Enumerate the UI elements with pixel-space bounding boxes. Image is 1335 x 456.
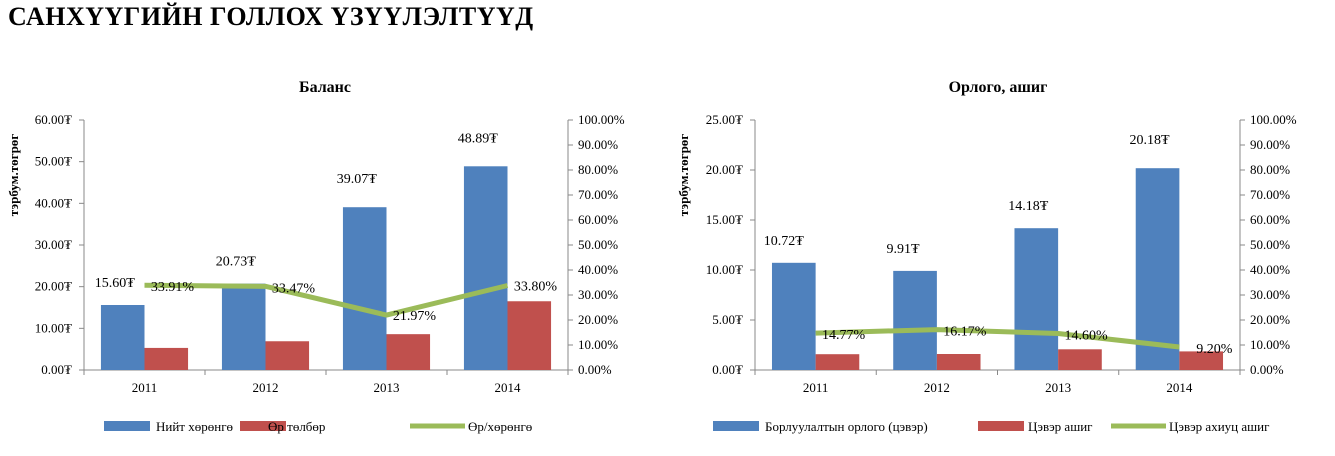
c1-legend-swatch bbox=[713, 421, 759, 431]
c1-y2-tick-label: 0.00% bbox=[1250, 362, 1284, 377]
c0-line-data-label: 33.47% bbox=[272, 281, 316, 296]
c0-y-tick-label: 50.00₮ bbox=[35, 154, 72, 169]
c1-y-tick-label: 25.00₮ bbox=[706, 112, 743, 127]
c1-y-tick-label: 5.00₮ bbox=[712, 312, 743, 327]
c1-y-tick-label: 0.00₮ bbox=[712, 362, 743, 377]
c1-y2-tick-label: 100.00% bbox=[1250, 112, 1297, 127]
c0-line-data-label: 33.80% bbox=[514, 280, 558, 295]
c1-y2-tick-label: 80.00% bbox=[1250, 162, 1290, 177]
c0-y2-tick-label: 70.00% bbox=[578, 187, 618, 202]
c1-bar-data-label: 9.91₮ bbox=[887, 242, 921, 257]
c1-x-tick-label: 2011 bbox=[803, 380, 829, 395]
c0-bar-secondary bbox=[265, 341, 310, 370]
c1-line-data-label: 16.17% bbox=[943, 325, 987, 340]
c1-y2-tick-label: 20.00% bbox=[1250, 312, 1290, 327]
c0-y2-tick-label: 20.00% bbox=[578, 312, 618, 327]
c0-legend-label: Өр/хөрөнгө bbox=[468, 419, 532, 434]
c0-bar-data-label: 48.89₮ bbox=[458, 131, 499, 146]
c0-bar-data-label: 20.73₮ bbox=[216, 255, 257, 270]
c0-x-tick-label: 2014 bbox=[495, 380, 522, 395]
c0-x-tick-label: 2013 bbox=[374, 380, 400, 395]
c1-y2-tick-label: 70.00% bbox=[1250, 187, 1290, 202]
c1-line-data-label: 14.77% bbox=[822, 328, 866, 343]
c0-y2-tick-label: 100.00% bbox=[578, 112, 625, 127]
c0-bar-primary bbox=[342, 207, 387, 370]
c1-legend-label: Цэвэр ахиуц ашиг bbox=[1169, 419, 1269, 434]
c0-bar-data-label: 39.07₮ bbox=[337, 172, 378, 187]
c1-y2-tick-label: 30.00% bbox=[1250, 287, 1290, 302]
c0-line-series bbox=[144, 282, 509, 318]
c0-bar-primary bbox=[100, 305, 145, 370]
c1-y2-tick-label: 60.00% bbox=[1250, 212, 1290, 227]
c0-y2-tick-label: 50.00% bbox=[578, 237, 618, 252]
c0-x-tick-label: 2011 bbox=[132, 380, 158, 395]
c1-legend-label: Цэвэр ашиг bbox=[1028, 419, 1093, 434]
income-profit-chart: Орлого, ашиг тэрбум.төгрөг 0.00₮ 5.00₮ 10.00… bbox=[676, 79, 1297, 434]
c1-x-tick-label: 2012 bbox=[924, 380, 950, 395]
c1-y2-tick-label: 10.00% bbox=[1250, 337, 1290, 352]
c1-bar-data-label: 20.18₮ bbox=[1130, 133, 1171, 148]
c0-bar-primary bbox=[463, 166, 508, 370]
c0-y2-tick-label: 90.00% bbox=[578, 137, 618, 152]
c1-bar-primary bbox=[1135, 168, 1180, 370]
c1-bar-primary bbox=[1014, 228, 1059, 370]
c1-bar-primary bbox=[893, 270, 937, 370]
c0-y2-tick-label: 60.00% bbox=[578, 212, 618, 227]
c1-legend-label: Борлуулалтын орлого (цэвэр) bbox=[765, 419, 928, 434]
c0-y-tick-label: 10.00₮ bbox=[35, 320, 72, 335]
c0-bar-data-label: 15.60₮ bbox=[95, 276, 136, 291]
c0-legend-swatch bbox=[104, 421, 150, 431]
c1-y-tick-label: 20.00₮ bbox=[706, 162, 743, 177]
c0-y2-tick-label: 40.00% bbox=[578, 262, 618, 277]
page-title: САНХҮҮГИЙН ГОЛЛОХ ҮЗҮҮЛЭЛТҮҮД bbox=[8, 2, 534, 31]
c0-y-tick-label: 60.00₮ bbox=[35, 112, 72, 127]
c0-line-data-label: 21.97% bbox=[393, 309, 437, 324]
c1-y2-tick-label: 90.00% bbox=[1250, 137, 1290, 152]
c0-x-tick-label: 2012 bbox=[253, 380, 279, 395]
c1-y-axis-label: тэрбум.төгрөг bbox=[676, 134, 691, 217]
c0-y2-tick-label: 80.00% bbox=[578, 162, 618, 177]
c0-title: Баланс bbox=[299, 79, 351, 96]
c1-title: Орлого, ашиг bbox=[949, 79, 1048, 96]
c0-y2-tick-label: 10.00% bbox=[578, 337, 618, 352]
c1-x-tick-label: 2014 bbox=[1166, 380, 1193, 395]
c0-y-tick-label: 0.00₮ bbox=[41, 362, 72, 377]
c1-y-tick-label: 10.00₮ bbox=[706, 262, 743, 277]
c1-bar-secondary bbox=[936, 354, 981, 370]
c1-line-series bbox=[815, 327, 1180, 350]
c0-y-tick-label: 40.00₮ bbox=[35, 195, 72, 210]
c0-y-tick-label: 30.00₮ bbox=[35, 237, 72, 252]
c0-bar-secondary bbox=[507, 301, 552, 370]
c0-legend-label: Өр төлбөр bbox=[268, 419, 325, 434]
c1-bar-secondary bbox=[815, 354, 860, 370]
c1-bar-secondary bbox=[1058, 349, 1102, 370]
c0-line-data-label: 33.91% bbox=[151, 280, 195, 295]
c1-legend-swatch bbox=[978, 421, 1024, 431]
c0-legend-label: Нийт хөрөнгө bbox=[156, 419, 233, 434]
c1-line-data-label: 9.20% bbox=[1196, 342, 1233, 357]
c0-y-tick-label: 20.00₮ bbox=[35, 279, 72, 294]
balance-chart: Баланс тэрбум.төгрөг 0.00₮ 10.00₮ 20.00₮ 30.0… bbox=[6, 79, 625, 434]
c0-y2-tick-label: 0.00% bbox=[578, 362, 612, 377]
c1-y2-tick-label: 50.00% bbox=[1250, 237, 1290, 252]
c1-bar-data-label: 14.18₮ bbox=[1008, 199, 1049, 214]
c0-bar-secondary bbox=[386, 334, 431, 370]
c1-y2-tick-label: 40.00% bbox=[1250, 262, 1290, 277]
c1-x-tick-label: 2013 bbox=[1045, 380, 1071, 395]
c1-bar-data-label: 10.72₮ bbox=[764, 234, 805, 249]
c1-bar-primary bbox=[771, 262, 816, 370]
c0-y-axis-label: тэрбум.төгрөг bbox=[6, 134, 21, 217]
c1-y-tick-label: 15.00₮ bbox=[706, 212, 743, 227]
c1-line-data-label: 14.60% bbox=[1065, 329, 1109, 344]
c0-bar-primary bbox=[221, 283, 266, 370]
c0-bar-secondary bbox=[144, 347, 189, 370]
c0-y2-tick-label: 30.00% bbox=[578, 287, 618, 302]
c0-legend-swatch bbox=[240, 421, 286, 431]
c1-bar-secondary bbox=[1179, 351, 1224, 370]
